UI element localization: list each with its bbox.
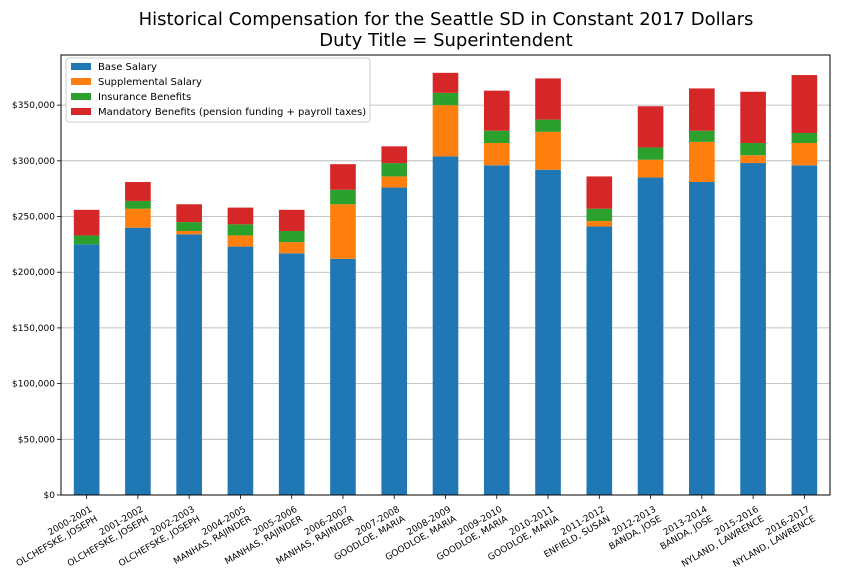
- bar-segment: [176, 222, 202, 231]
- chart-subtitle: Duty Title = Superintendent: [319, 30, 572, 51]
- bar-segment: [740, 163, 766, 495]
- bar-segment: [73, 244, 100, 495]
- legend-swatch: [71, 63, 91, 70]
- y-tick-label: $100,000: [12, 380, 55, 390]
- bar-segment: [689, 88, 715, 131]
- bar-segment: [176, 234, 202, 495]
- bar-segment: [278, 253, 305, 495]
- bar-segment: [483, 143, 510, 166]
- bar-segment: [586, 176, 613, 209]
- bar-segment: [689, 141, 715, 182]
- bar-segment: [227, 235, 254, 247]
- bar-segment: [637, 177, 664, 495]
- bar-segment: [535, 119, 561, 132]
- bar-segment: [483, 90, 510, 131]
- bar-segment: [330, 258, 356, 495]
- bars: [73, 72, 818, 496]
- bar-segment: [637, 106, 664, 148]
- chart-title: Historical Compensation for the Seattle …: [139, 9, 754, 30]
- bar-segment: [381, 187, 408, 496]
- bar-segment: [689, 181, 715, 495]
- bar-segment: [689, 130, 715, 142]
- legend: Base Salary Supplemental Salary Insurance …: [65, 57, 371, 123]
- y-tick-label: $50,000: [18, 435, 55, 445]
- y-tick-label: $0: [44, 491, 56, 501]
- bar-segment: [278, 242, 305, 254]
- bar-segment: [432, 92, 459, 106]
- bar-segment: [535, 169, 561, 495]
- bar-segment: [637, 147, 664, 160]
- y-tick-label: $350,000: [12, 101, 55, 111]
- bar-segment: [791, 75, 818, 133]
- bar-segment: [432, 156, 459, 495]
- bar-segment: [791, 165, 818, 495]
- y-tick-label: $200,000: [12, 268, 55, 278]
- bar-segment: [73, 209, 100, 236]
- bar-segment: [740, 143, 766, 156]
- bar-segment: [432, 72, 459, 93]
- legend-swatch: [71, 93, 91, 100]
- y-tick-label: $300,000: [12, 157, 55, 167]
- bar-segment: [483, 165, 510, 495]
- bar-segment: [330, 189, 356, 205]
- bar-segment: [483, 130, 510, 143]
- bar-segment: [791, 132, 818, 143]
- bar-segment: [381, 163, 408, 177]
- legend-swatch: [71, 108, 91, 115]
- bar-segment: [278, 231, 305, 243]
- bar-segment: [535, 78, 561, 120]
- bar-segment: [278, 209, 305, 231]
- y-tick-label: $250,000: [12, 213, 55, 223]
- bar-segment: [125, 181, 151, 201]
- bar-segment: [125, 208, 151, 228]
- bar-segment: [125, 200, 151, 209]
- bar-segment: [791, 143, 818, 166]
- bar-segment: [432, 105, 459, 157]
- y-tick-label: $150,000: [12, 324, 55, 334]
- bar-segment: [381, 176, 408, 188]
- legend-frame: [65, 57, 371, 123]
- legend-label: Base Salary: [98, 62, 157, 73]
- bar-segment: [227, 246, 254, 495]
- bar-segment: [586, 208, 613, 221]
- legend-swatch: [71, 78, 91, 85]
- bar-segment: [740, 155, 766, 164]
- bar-segment: [227, 224, 254, 236]
- bar-segment: [330, 164, 356, 190]
- bar-segment: [330, 204, 356, 259]
- bar-segment: [227, 207, 254, 225]
- bar-segment: [176, 204, 202, 223]
- legend-label: Insurance Benefits: [98, 92, 191, 103]
- bar-segment: [586, 220, 613, 227]
- bar-segment: [125, 227, 151, 495]
- y-axis: $0 $50,000 $100,000 $150,000 $200,000 $250,00…: [12, 101, 61, 501]
- bar-segment: [740, 91, 766, 143]
- bar-segment: [535, 131, 561, 170]
- bar-segment: [73, 235, 100, 245]
- legend-label: Mandatory Benefits (pension funding + pa…: [98, 107, 366, 118]
- bar-segment: [381, 146, 408, 164]
- bar-segment: [586, 226, 613, 495]
- bar-segment: [637, 159, 664, 178]
- bar-segment: [176, 231, 202, 235]
- legend-label: Supplemental Salary: [98, 77, 202, 88]
